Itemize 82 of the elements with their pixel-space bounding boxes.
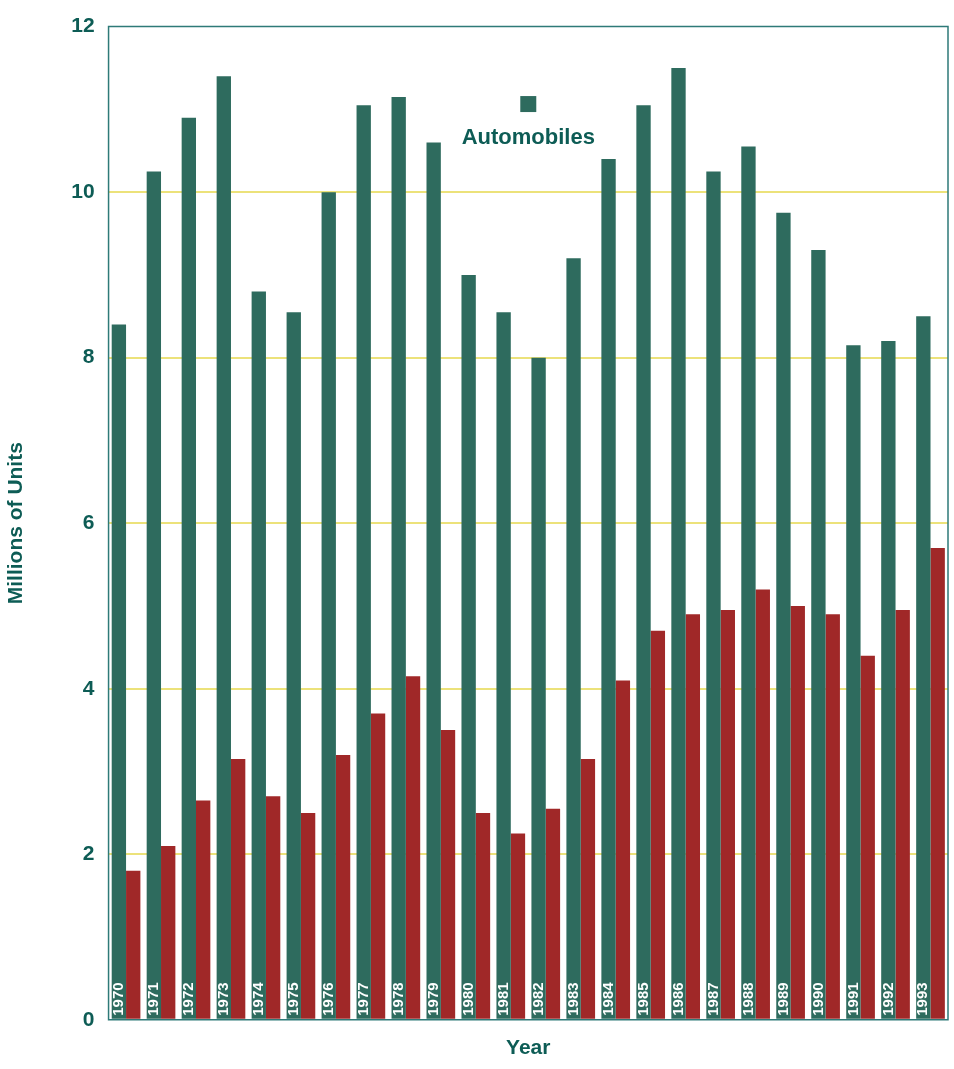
legend-label: Automobiles (461, 124, 595, 150)
bar (881, 341, 896, 1019)
bar (846, 345, 861, 1019)
bar (825, 614, 840, 1019)
x-tick-label: 1985 (633, 982, 651, 1016)
bar (196, 800, 211, 1019)
x-axis-title: Year (506, 1035, 551, 1059)
bar (230, 759, 246, 1019)
bar (650, 630, 666, 1019)
x-tick-label: 1988 (738, 982, 756, 1016)
x-tick-label: 1978 (388, 982, 406, 1016)
x-tick-label: 1991 (843, 982, 861, 1016)
bar (531, 357, 546, 1019)
y-tick-label: 2 (82, 841, 95, 865)
bar (755, 589, 770, 1019)
bar (161, 845, 176, 1019)
bar (706, 171, 721, 1019)
x-tick-label: 1993 (913, 982, 931, 1016)
bar (321, 192, 336, 1019)
x-tick-label: 1982 (528, 982, 546, 1016)
x-tick-label: 1984 (598, 981, 616, 1016)
bar (601, 159, 616, 1019)
bar (216, 76, 231, 1019)
x-tick-label: 1972 (178, 982, 196, 1016)
y-tick-label: 12 (71, 13, 95, 37)
bar (545, 808, 561, 1019)
bar (790, 605, 805, 1019)
bar (181, 117, 196, 1019)
bar (405, 676, 421, 1019)
x-tick-label: 1981 (493, 982, 511, 1016)
x-tick-label: 1977 (353, 982, 371, 1016)
bar (300, 812, 316, 1019)
x-tick-label: 1973 (213, 982, 231, 1016)
x-tick-label: 1970 (109, 982, 127, 1016)
bar (440, 730, 456, 1019)
bar (335, 754, 351, 1019)
bar (475, 812, 491, 1019)
x-tick-label: 1989 (773, 982, 791, 1016)
x-tick-label: 1987 (703, 982, 721, 1016)
bar (356, 105, 371, 1019)
x-tick-label: 1971 (143, 982, 161, 1016)
x-tick-label: 1992 (878, 982, 896, 1016)
x-tick-label: 1983 (563, 982, 581, 1016)
x-tick-label: 1975 (283, 982, 301, 1016)
bar (286, 312, 301, 1019)
bar (111, 324, 127, 1019)
x-tick-label: 1980 (458, 982, 476, 1016)
y-tick-label: 10 (71, 178, 95, 202)
x-tick-label: 1986 (668, 982, 686, 1016)
bar (895, 610, 910, 1019)
bar (251, 291, 266, 1019)
bar (461, 274, 476, 1019)
x-tick-label: 1974 (248, 981, 266, 1016)
bar (685, 614, 701, 1019)
bar (126, 870, 141, 1019)
y-tick-label: 6 (82, 510, 95, 533)
bar (636, 105, 651, 1019)
bar (426, 142, 441, 1019)
y-tick-label: 8 (82, 344, 95, 368)
x-tick-label: 1990 (808, 982, 826, 1016)
bar (370, 713, 386, 1019)
bar (860, 655, 875, 1019)
bar (265, 796, 281, 1019)
y-tick-label: 0 (82, 1006, 95, 1030)
bar (916, 316, 931, 1019)
y-axis-title: Millions of Units (3, 442, 27, 605)
bar (510, 833, 526, 1019)
bar (720, 610, 735, 1019)
bar (741, 146, 756, 1019)
bar (930, 548, 945, 1019)
bar (811, 250, 826, 1019)
bar (496, 312, 511, 1019)
y-tick-label: 4 (82, 675, 95, 699)
x-tick-label: 1979 (423, 982, 441, 1016)
bar (566, 258, 581, 1019)
bar (391, 96, 406, 1019)
bar (671, 67, 686, 1019)
x-tick-label: 1976 (318, 982, 336, 1016)
bar (146, 171, 162, 1019)
bar (776, 212, 791, 1019)
bar (580, 759, 596, 1019)
bar (615, 680, 631, 1019)
